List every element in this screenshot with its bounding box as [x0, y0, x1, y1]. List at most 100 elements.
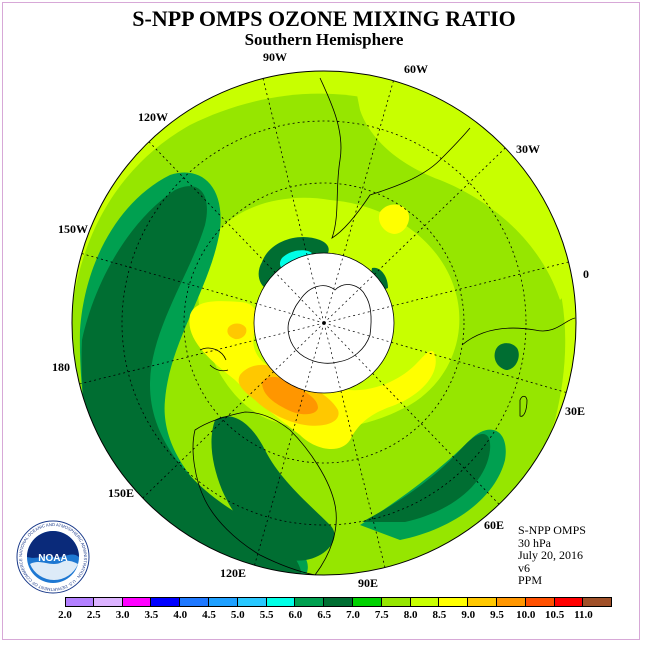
pole-meridian-line: [323, 322, 342, 392]
pole-meridian-line: [323, 322, 392, 343]
lon-label-60e: 60E: [484, 518, 505, 532]
contour-darkgreen-lower-right: [362, 434, 491, 522]
color-scale-tick-label: 5.5: [259, 609, 274, 621]
color-scale-tick-label: 3.5: [144, 609, 159, 621]
color-scale-swatch: [439, 597, 469, 607]
south-america-coast: [319, 77, 471, 239]
plot-frame: [2, 2, 640, 640]
australia-coast: [192, 411, 337, 575]
contour-yellow-upper: [378, 204, 410, 234]
color-scale-tick-label: 7.0: [346, 609, 360, 621]
lon-label-90w: 90W: [263, 50, 287, 64]
color-scale-swatch: [151, 597, 181, 607]
map-boundary: [71, 70, 577, 576]
antarctica: [287, 284, 372, 364]
contour-yellow-center: [189, 301, 436, 450]
color-scale-swatch: [410, 597, 440, 607]
color-scale-tick-label: 6.5: [317, 609, 332, 621]
info-date: July 20, 2016: [518, 548, 584, 563]
latitude-circle-60: [183, 182, 465, 464]
color-scale-tick-label: 7.5: [374, 609, 389, 621]
color-scale-swatch: [237, 597, 267, 607]
color-scale-tick-label: 9.5: [490, 609, 504, 621]
color-scale-swatch: [180, 597, 209, 607]
info-version: v6: [518, 560, 530, 575]
graticule: [79, 78, 569, 568]
color-scale-tick-label: 6.0: [288, 609, 303, 621]
latitude-circle-30: [121, 120, 527, 526]
color-scale-swatch: [295, 597, 325, 607]
pole-meridian-line: [323, 255, 344, 324]
contour-darkgreen-south: [211, 416, 335, 561]
lon-label-150w: 150W: [58, 222, 88, 236]
meridian-line: [340, 390, 386, 568]
color-scale-tick-label: 10.0: [516, 609, 536, 621]
color-scale-tick-label: 4.5: [202, 609, 216, 621]
new-zealand-coast: [199, 347, 229, 372]
color-scale-tick-label: 8.5: [432, 609, 447, 621]
lon-label-90e: 90E: [358, 576, 379, 590]
lon-label-30w: 30W: [516, 142, 540, 156]
meridian-line: [342, 80, 394, 256]
color-scale-swatch: [496, 597, 526, 607]
meridian-line: [262, 78, 308, 256]
lon-label-120e: 120E: [220, 566, 247, 580]
lon-label-60w: 60W: [404, 62, 428, 76]
contour-darkgreen-left-band: [81, 186, 302, 575]
color-scale-tick-label: 2.0: [58, 609, 72, 621]
madagascar-coast: [519, 395, 528, 417]
info-units: PPM: [518, 573, 543, 588]
color-scale-swatch: [554, 597, 584, 607]
color-scale-swatch: [468, 597, 497, 607]
color-scale-swatch: [208, 597, 238, 607]
info-level: 30 hPa: [518, 535, 551, 550]
meridian-line: [391, 341, 567, 393]
color-scale-swatch: [583, 597, 613, 607]
color-scale-swatch: [381, 597, 411, 607]
lon-label-30e: 30E: [565, 404, 586, 418]
color-scale-tick-label: 4.0: [173, 609, 188, 621]
contour-darkgreen-blob: [494, 343, 519, 370]
color-scale-swatch: [122, 597, 152, 607]
lon-label-0: 0: [583, 267, 589, 281]
pole-meridian-line: [306, 254, 325, 324]
lon-label-150e: 150E: [108, 486, 135, 500]
color-scale-tick-label: 2.5: [86, 609, 101, 621]
color-scale-swatch: [525, 597, 555, 607]
color-scale-tick-label: 5.0: [230, 609, 245, 621]
pole-meridian-line: [255, 322, 325, 341]
color-scale-ticks: 2.0 2.5 3.0 3.5 4.0 4.5 5.0 5.5 6.0 6.5 7.0 7.5 8.0 8…: [0, 609, 648, 623]
color-scale-tick-label: 11.0: [574, 609, 593, 621]
meridian-line: [372, 373, 500, 505]
color-scale-tick-label: 3.0: [115, 609, 130, 621]
pole-graticule: [255, 254, 393, 392]
pole-meridian-line: [275, 272, 325, 324]
lon-label-120w: 120W: [138, 110, 168, 124]
color-scale-bar: [65, 597, 613, 607]
lon-label-180: 180: [52, 360, 70, 374]
meridian-line: [81, 253, 257, 305]
meridian-line: [79, 339, 257, 385]
pole-meridian-line: [304, 322, 325, 391]
color-scale-swatch: [324, 597, 353, 607]
meridian-line: [142, 371, 274, 499]
antarctica-coast: [287, 284, 372, 364]
pole-meridian-line: [323, 274, 375, 324]
color-scale-swatch: [352, 597, 382, 607]
contour-darkorange-core: [262, 376, 318, 415]
map-subtitle: Southern Hemisphere: [244, 30, 404, 49]
meridian-line: [374, 147, 506, 275]
pole-meridian-line: [273, 322, 325, 372]
contour-orange-small: [227, 323, 247, 340]
color-scale-tick-label: 10.5: [544, 609, 565, 621]
south-pole-marker: [322, 321, 326, 325]
meridian-line: [254, 390, 306, 566]
color-scale-tick-label: 9.0: [461, 609, 476, 621]
color-scale-tick-label: 8.0: [403, 609, 418, 621]
map-title: S-NPP OMPS OZONE MIXING RATIO: [132, 6, 516, 31]
pole-meridian-line: [323, 322, 373, 374]
pole-meridian-line: [323, 305, 393, 324]
noaa-logo: NOAA NATIONAL OCEANIC AND ATMOSPHERIC AD…: [16, 520, 90, 594]
color-scale-swatch: [93, 597, 123, 607]
